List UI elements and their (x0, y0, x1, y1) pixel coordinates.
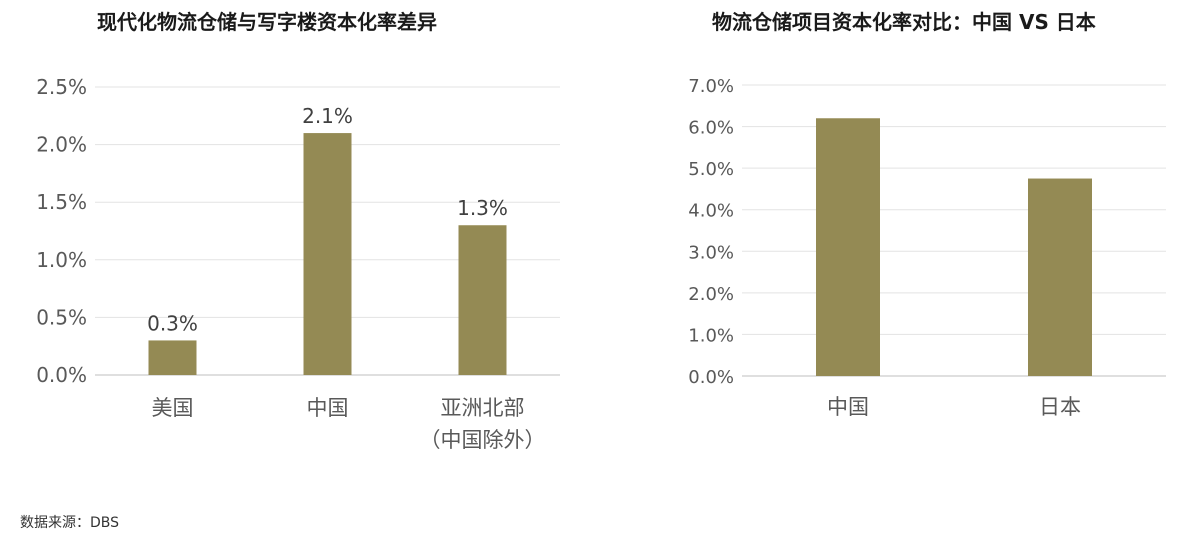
left-chart-y-tick-label: 2.5% (36, 75, 87, 99)
left-chart-x-category-label: 中国 (307, 396, 349, 420)
left-chart-data-label: 1.3% (457, 196, 508, 220)
left-chart-x-category-label: 亚洲北部 (441, 396, 525, 420)
left-chart-y-tick-label: 0.0% (36, 363, 87, 387)
data-source-note: 数据来源：DBS (20, 515, 120, 531)
right-chart-y-tick-label: 3.0% (688, 242, 734, 263)
left-chart-y-tick-label: 0.5% (36, 305, 87, 329)
right-chart-y-tick-label: 5.0% (688, 159, 734, 180)
right-chart-title: 物流仓储项目资本化率对比：中国 VS 日本 (712, 10, 1096, 34)
right-chart-y-tick-label: 2.0% (688, 284, 734, 305)
left-chart-data-label: 0.3% (147, 311, 198, 335)
left-chart-bar (148, 340, 197, 375)
right-chart-x-category-label: 中国 (827, 395, 869, 419)
left-chart-title: 现代化物流仓储与写字楼资本化率差异 (97, 10, 437, 34)
left-chart-y-tick-label: 2.0% (36, 133, 87, 157)
right-chart-y-tick-label: 0.0% (688, 367, 734, 388)
right-chart-y-tick-label: 1.0% (688, 325, 734, 346)
right-chart-x-category-label: 日本 (1039, 395, 1081, 419)
right-chart-bar (816, 118, 880, 376)
right-chart-y-tick-label: 4.0% (688, 201, 734, 222)
right-chart-bar (1028, 178, 1092, 376)
left-chart-y-tick-label: 1.0% (36, 248, 87, 272)
left-chart-x-category-label: （中国除外） (420, 428, 546, 452)
left-chart-data-label: 2.1% (302, 104, 353, 128)
right-chart-y-tick-label: 6.0% (688, 118, 734, 139)
right-chart-y-tick-label: 7.0% (688, 76, 734, 97)
left-chart-x-category-label: 美国 (152, 396, 194, 420)
left-chart-bar (458, 225, 507, 375)
left-chart-y-tick-label: 1.5% (36, 190, 87, 214)
left-chart-bar (303, 133, 352, 375)
